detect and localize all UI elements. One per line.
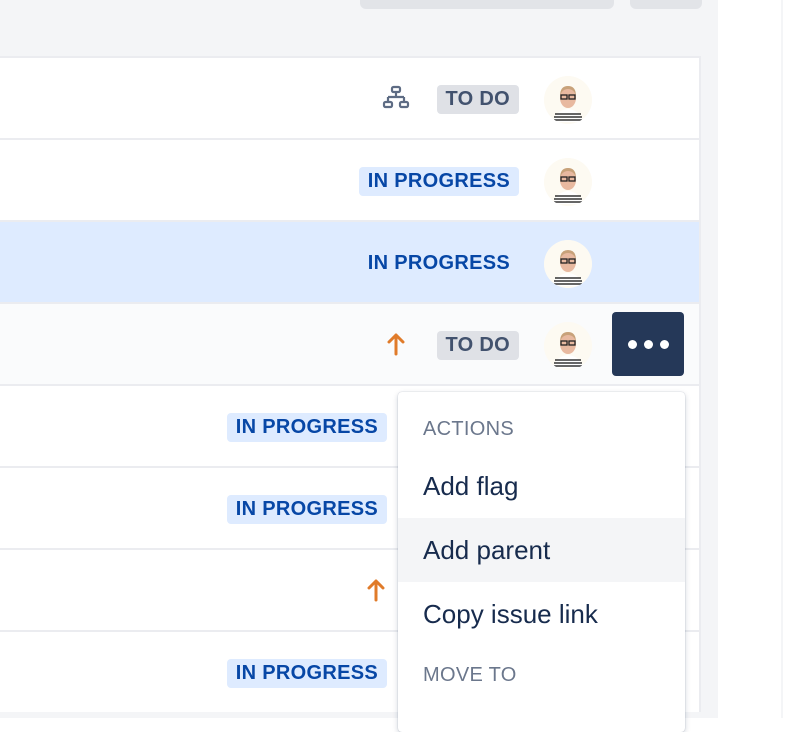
panel-divider [781, 0, 783, 718]
issue-row[interactable]: TO DO [0, 56, 701, 138]
menu-header-actions: ACTIONS [423, 418, 514, 440]
status-badge[interactable]: IN PROGRESS [226, 659, 387, 688]
assignee-avatar[interactable] [544, 240, 592, 288]
issue-row[interactable]: IN PROGRESS [0, 220, 701, 302]
hierarchy-icon [382, 84, 410, 112]
more-actions-button[interactable] [612, 312, 684, 376]
arrow-up-icon [362, 576, 390, 604]
actions-menu: ACTIONS Add flag Add parent Copy issue l… [398, 392, 685, 732]
dot-icon [643, 339, 653, 349]
status-badge[interactable]: TO DO [436, 85, 519, 114]
assignee-avatar[interactable] [544, 158, 592, 206]
issue-row[interactable]: TO DO [0, 302, 701, 384]
arrow-up-icon [382, 330, 410, 358]
status-badge[interactable]: IN PROGRESS [226, 495, 387, 524]
menu-item-copy-issue-link[interactable]: Copy issue link [423, 599, 598, 629]
toolbar-control[interactable] [630, 0, 702, 9]
menu-header-move-to: MOVE TO [423, 664, 517, 686]
status-badge[interactable]: IN PROGRESS [226, 413, 387, 442]
menu-item-add-parent[interactable]: Add parent [398, 518, 685, 582]
dot-icon [627, 339, 637, 349]
assignee-avatar[interactable] [544, 322, 592, 370]
issue-row[interactable]: IN PROGRESS [0, 138, 701, 220]
status-badge[interactable]: TO DO [436, 331, 519, 360]
toolbar-control[interactable] [360, 0, 614, 9]
menu-item-add-flag[interactable]: Add flag [423, 471, 519, 501]
dot-icon [659, 339, 669, 349]
assignee-avatar[interactable] [544, 76, 592, 124]
status-badge[interactable]: IN PROGRESS [358, 167, 519, 196]
status-badge[interactable]: IN PROGRESS [367, 252, 510, 274]
